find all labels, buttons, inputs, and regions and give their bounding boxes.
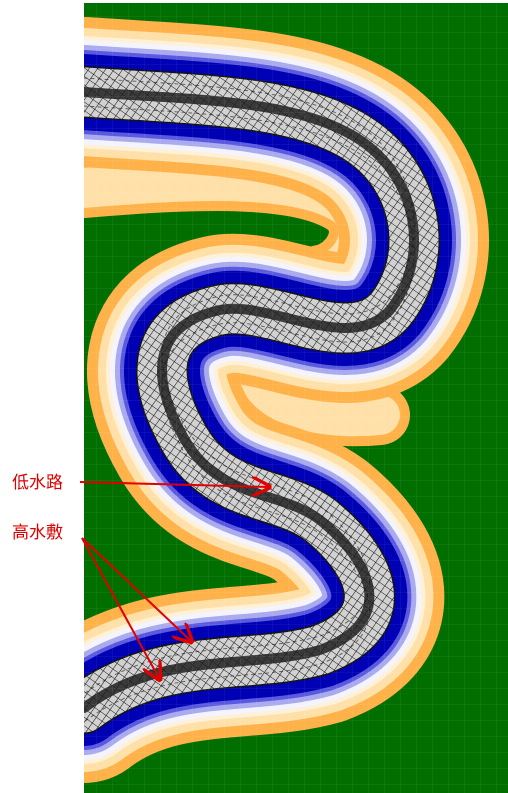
high-floodplain-arrow-lower [81, 537, 160, 680]
low-channel-label: 低水路 [12, 473, 63, 493]
high-floodplain-annotation: 高水敷 [12, 523, 192, 680]
high-floodplain-arrow-upper [81, 537, 192, 642]
high-floodplain-label: 高水敷 [12, 523, 63, 543]
terrain-grid-overlay [84, 3, 508, 793]
low-channel-arrow [79, 482, 270, 487]
low-channel-annotation: 低水路 [12, 473, 270, 493]
map-area [84, 3, 508, 793]
